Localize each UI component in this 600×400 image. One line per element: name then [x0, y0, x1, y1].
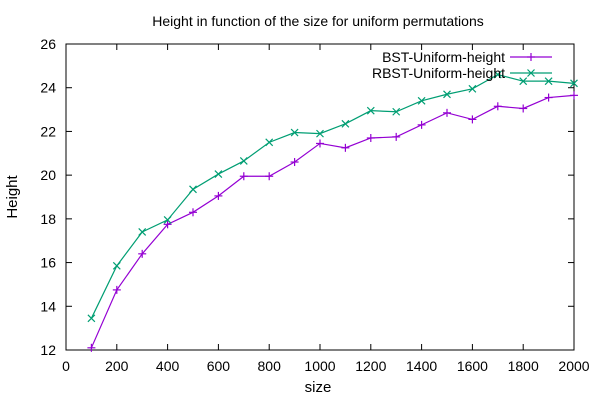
- series-line-1: [90, 94, 575, 349]
- series-1-point: [570, 91, 578, 100]
- series-1-point: [112, 285, 121, 294]
- series-2-marker-b: [87, 314, 96, 323]
- y-axis-label-group: Height: [4, 174, 21, 218]
- x-axis-label: size: [305, 379, 332, 396]
- series-2-marker-b: [570, 79, 578, 88]
- series-1-point: [468, 115, 477, 124]
- y-tick-label: 14: [40, 298, 56, 314]
- series-2-point: [214, 170, 223, 178]
- series-2-marker-b: [468, 84, 477, 93]
- y-tick-label: 16: [40, 255, 56, 271]
- series-2-point: [163, 216, 172, 224]
- series-1-point: [392, 132, 401, 141]
- series-2-point: [468, 84, 477, 93]
- plot-area: [65, 43, 575, 351]
- series-2-point: [443, 90, 451, 99]
- series-1-point: [316, 139, 324, 148]
- series-1-point: [544, 93, 553, 102]
- x-tick-label: 400: [156, 358, 180, 374]
- series-2-point: [341, 119, 350, 128]
- chart-title: Height in function of the size for unifo…: [152, 13, 484, 29]
- y-tick-label: 26: [40, 36, 56, 52]
- legend-label-2: RBST-Uniform-height: [372, 65, 505, 81]
- x-tick-label: 1400: [406, 358, 437, 374]
- x-tick-label: 200: [105, 358, 129, 374]
- series-1-point: [239, 172, 248, 181]
- x-tick-label: 1200: [355, 358, 386, 374]
- series-2-marker-b: [138, 228, 147, 236]
- series-1-point: [163, 220, 172, 229]
- series-1-point: [341, 143, 350, 152]
- series-1-point: [87, 343, 96, 352]
- y-tick-label: 12: [40, 342, 56, 358]
- series-1-point: [366, 133, 375, 142]
- series-2-marker-b: [290, 128, 299, 137]
- series-2-point: [417, 96, 426, 105]
- series-2-marker-b: [265, 138, 274, 147]
- series-1-point: [493, 102, 502, 111]
- series-2-point: [239, 157, 248, 165]
- plot-border: [65, 43, 575, 351]
- series-markers: [87, 70, 578, 352]
- x-tick-label: 600: [207, 358, 231, 374]
- series-2-point: [112, 261, 121, 270]
- series-1-point: [417, 120, 426, 129]
- series-1-point: [214, 191, 223, 200]
- series-1-point: [290, 158, 299, 167]
- series-2-marker-b: [493, 70, 502, 79]
- series-2-point: [265, 138, 274, 147]
- legend-marker-2-b: [527, 69, 535, 77]
- y-tick-label: 22: [40, 123, 56, 139]
- series-2-point: [189, 185, 197, 194]
- series-2-marker-b: [366, 106, 375, 115]
- series-2-point: [519, 77, 528, 86]
- series-2-marker-b: [316, 129, 324, 138]
- series-2-point: [570, 79, 578, 88]
- series-2-point: [366, 106, 375, 115]
- series-2-point: [87, 314, 96, 323]
- series-1-point: [138, 249, 147, 258]
- series-2-marker-b: [189, 185, 197, 194]
- series-2-point: [493, 70, 502, 79]
- series-2-point: [544, 77, 553, 86]
- series-2-marker-b: [519, 77, 528, 86]
- legend-label-1: BST-Uniform-height: [382, 49, 505, 65]
- series-lines: [90, 73, 575, 349]
- series-1-point: [443, 108, 451, 117]
- x-tick-label: 0: [62, 358, 70, 374]
- series-2-marker-b: [392, 107, 401, 116]
- y-axis-label: Height: [4, 174, 21, 218]
- series-1-point: [519, 104, 528, 113]
- x-tick-label: 2000: [558, 358, 589, 374]
- x-axis-ticks: 0 200 400 600 800 1000 1200 1400 1600 1800 2000: [62, 44, 590, 374]
- series-2-marker-b: [214, 170, 223, 178]
- series-2-marker-b: [544, 77, 553, 86]
- series-2-point: [316, 129, 324, 138]
- series-2-point: [290, 128, 299, 137]
- series-2-marker-b: [443, 90, 451, 99]
- series-2-marker-b: [163, 216, 172, 224]
- series-2-marker-b: [341, 119, 350, 128]
- y-tick-label: 18: [40, 211, 56, 227]
- x-tick-label: 1000: [304, 358, 335, 374]
- series-2-marker-b: [417, 96, 426, 105]
- series-line-2: [90, 73, 575, 319]
- series-1-point: [265, 172, 274, 181]
- x-tick-label: 1600: [457, 358, 488, 374]
- series-2-marker-b: [112, 261, 121, 270]
- x-tick-label: 1800: [508, 358, 539, 374]
- series-2-marker-b: [239, 157, 248, 165]
- y-tick-label: 24: [40, 80, 56, 96]
- y-axis-ticks: 12 14 16 18 20 22 24 26: [40, 36, 574, 358]
- series-2-point: [138, 228, 147, 236]
- y-tick-label: 20: [40, 167, 56, 183]
- series-2-point: [392, 107, 401, 116]
- series-1-point: [189, 208, 197, 217]
- x-tick-label: 800: [258, 358, 282, 374]
